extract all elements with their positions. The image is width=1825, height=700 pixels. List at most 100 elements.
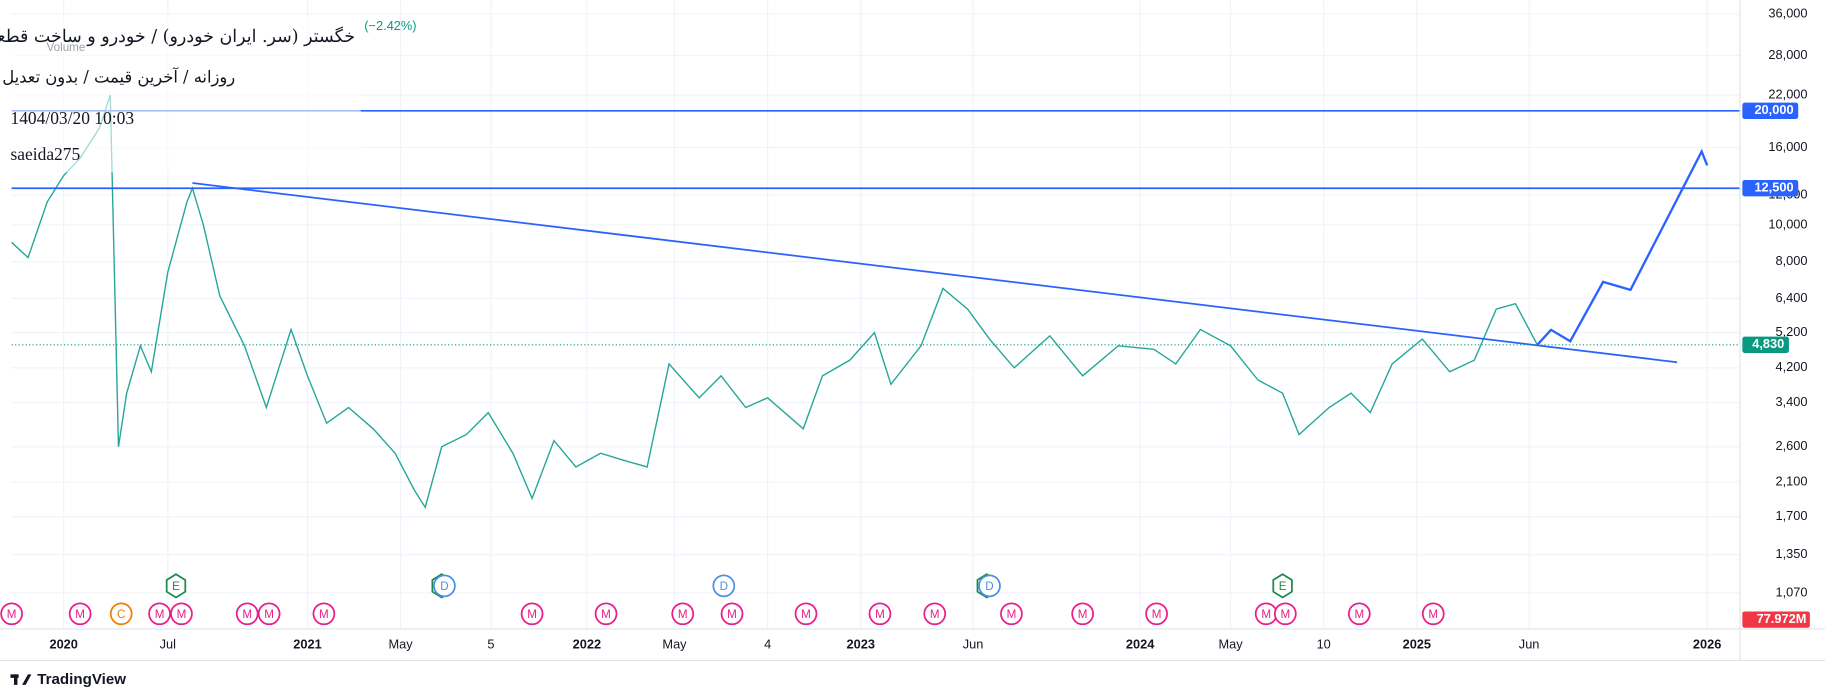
last-volume-tag — [1742, 611, 1810, 628]
event-label: M — [1280, 608, 1290, 621]
y-tick-label: 8,000 — [1776, 253, 1808, 268]
trendline — [192, 182, 1678, 364]
change-label: (−2.42%) — [364, 18, 416, 33]
event-label: M — [319, 608, 329, 621]
event-label: D — [720, 580, 728, 593]
x-tick-label: 2024 — [1126, 637, 1155, 652]
event-label: E — [1279, 580, 1287, 593]
event-label: M — [527, 608, 537, 621]
y-tick-label: 3,400 — [1776, 394, 1808, 409]
event-marker — [1071, 602, 1094, 626]
x-tick-label: May — [389, 637, 414, 652]
x-tick-label: 2021 — [293, 637, 321, 652]
event-label: M — [177, 608, 187, 621]
event-marker — [1145, 602, 1168, 626]
event-label: M — [1354, 608, 1364, 621]
event-marker — [720, 602, 744, 626]
last-volume-label: 77.972M — [1757, 611, 1807, 626]
event-marker — [978, 574, 1001, 598]
event-label: M — [75, 608, 85, 621]
event-label: M — [727, 608, 737, 621]
price-line — [11, 94, 1538, 510]
event-label: M — [930, 608, 940, 621]
event-label: M — [242, 608, 252, 621]
event-label: M — [1428, 608, 1438, 621]
x-tick-label: Jun — [963, 637, 984, 652]
y-tick-label: 10,000 — [1768, 216, 1807, 231]
x-tick-label: 10 — [1317, 637, 1331, 652]
plot — [11, 94, 1741, 510]
y-tick-label: 2,600 — [1776, 438, 1808, 453]
event-marker — [148, 602, 171, 626]
event-label: M — [7, 608, 17, 621]
event-label: M — [264, 608, 274, 621]
event-label: C — [117, 608, 125, 621]
event-label: M — [678, 608, 688, 621]
event-marker — [1421, 602, 1445, 626]
x-tick-label: 2025 — [1403, 637, 1431, 652]
x-tick-label: 2023 — [847, 637, 875, 652]
event-marker — [923, 602, 947, 626]
event-marker — [235, 602, 259, 626]
event-label: M — [601, 608, 611, 621]
y-tick-label: 2,100 — [1776, 473, 1808, 488]
level-label: 12,500 — [1754, 180, 1793, 195]
event-marker — [794, 602, 818, 626]
y-tick-label: 16,000 — [1768, 139, 1807, 154]
event-label: M — [1078, 608, 1088, 621]
brand-logo — [10, 674, 32, 685]
x-tick-label: May — [662, 637, 687, 652]
y-tick-label: 6,400 — [1776, 290, 1808, 305]
y-tick-label: 1,350 — [1776, 546, 1808, 561]
y-tick-label: 22,000 — [1768, 86, 1807, 101]
last-price-label: 4,830 — [1752, 336, 1784, 351]
y-tick-label: 4,200 — [1776, 359, 1808, 374]
event-marker — [1272, 573, 1293, 599]
x-tick-label: 2022 — [573, 637, 601, 652]
symbol-title: خگستر (سر. ایران خودرو) / خودرو و ساخت ق… — [0, 26, 355, 47]
y-tick-label: 36,000 — [1768, 5, 1807, 20]
y-tick-label: 5,200 — [1776, 324, 1808, 339]
event-marker — [109, 602, 133, 626]
event-marker — [1347, 602, 1371, 626]
event-marker — [433, 574, 456, 598]
event-label: M — [1007, 608, 1017, 621]
x-tick-label: 5 — [487, 637, 494, 652]
event-label: E — [172, 580, 180, 593]
x-tick-label: 2026 — [1693, 637, 1721, 652]
event-marker — [671, 602, 695, 626]
y-tick-label: 1,070 — [1776, 584, 1808, 599]
x-tick-label: 4 — [764, 637, 771, 652]
subtitle: روزانه / آخرین قیمت / بدون تعدیل — [2, 67, 235, 87]
event-marker — [520, 602, 544, 626]
timestamp: 1404/03/20 10:03 — [10, 108, 134, 128]
level-tag — [1742, 180, 1799, 197]
event-marker — [170, 602, 193, 626]
event-label: D — [985, 580, 993, 593]
level-tag — [1742, 102, 1799, 119]
event-marker — [68, 602, 92, 626]
event-marker — [312, 602, 336, 626]
y-tick-label: 1,700 — [1776, 508, 1808, 523]
event-label: D — [440, 580, 448, 593]
event-label: M — [1261, 608, 1271, 621]
event-label: M — [155, 608, 165, 621]
event-marker — [257, 602, 281, 626]
event-marker — [712, 574, 736, 598]
volume-title: Volume — [47, 41, 86, 54]
last-price-tag — [1742, 336, 1789, 353]
event-label: M — [801, 608, 811, 621]
author: saeida275 — [10, 144, 80, 164]
event-label: M — [1152, 608, 1162, 621]
event-marker — [1273, 602, 1297, 626]
x-tick-label: Jul — [160, 637, 176, 652]
x-tick-label: May — [1218, 637, 1243, 652]
event-marker — [1000, 602, 1023, 626]
event-marker — [594, 602, 618, 626]
level-label: 20,000 — [1754, 102, 1793, 117]
x-tick-label: 2020 — [49, 637, 77, 652]
event-label: M — [875, 608, 885, 621]
legend-backdrop — [5, 16, 361, 173]
